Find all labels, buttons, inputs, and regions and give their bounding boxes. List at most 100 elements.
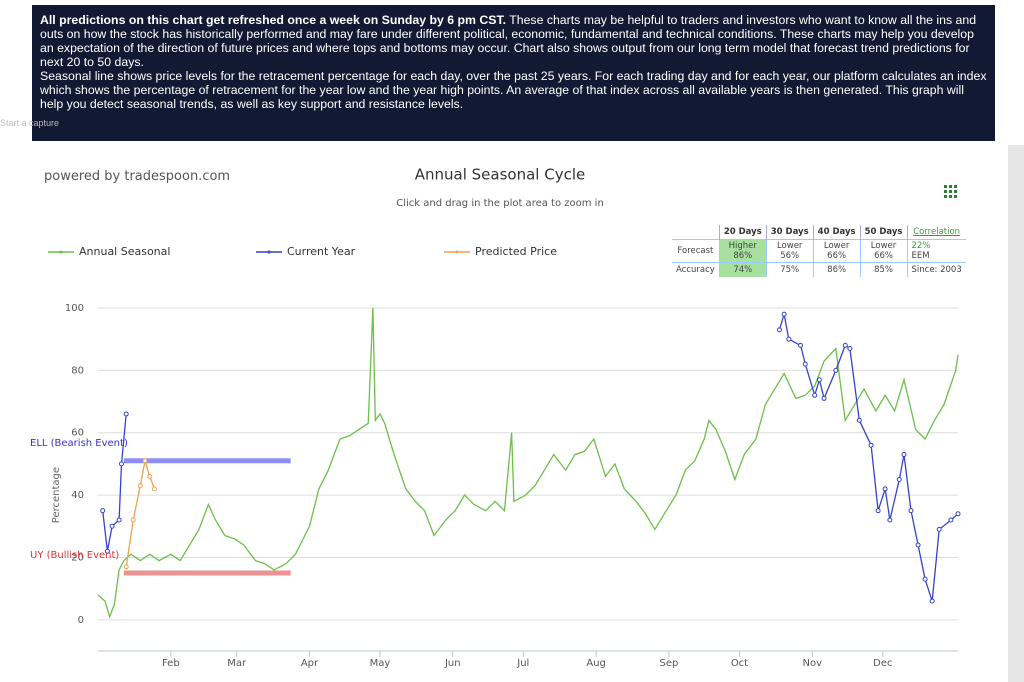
point	[137, 483, 143, 489]
point	[868, 442, 874, 448]
banner-body: These charts may be helpful to traders a…	[40, 13, 977, 69]
point	[936, 526, 942, 532]
point	[104, 548, 110, 554]
y-tick-label: 0	[78, 615, 84, 626]
acc: 74%	[718, 262, 767, 277]
point	[798, 342, 804, 348]
x-tick-label: Apr	[301, 658, 319, 669]
banner-body2: Seasonal line shows price levels for the…	[40, 69, 987, 111]
point	[786, 336, 792, 342]
dir: Lower	[823, 241, 850, 251]
correlation-link[interactable]: Correlation	[906, 225, 966, 240]
x-tick-label: Nov	[803, 658, 823, 669]
point	[123, 411, 129, 417]
y-tick-label: 20	[71, 552, 84, 563]
point	[816, 377, 822, 383]
point	[922, 576, 928, 582]
point	[118, 461, 124, 467]
point	[901, 452, 907, 458]
symbol: EEM	[911, 251, 930, 261]
col-header: 50 Days	[859, 225, 907, 240]
x-tick-label: Jul	[516, 658, 529, 669]
banner-lead: All predictions on this chart get refres…	[40, 13, 507, 27]
point	[123, 564, 129, 570]
point	[896, 477, 902, 482]
y-tick-label: 60	[71, 428, 84, 439]
col-header: 30 Days	[765, 225, 814, 240]
point	[955, 511, 961, 517]
col-header: 40 Days	[812, 225, 861, 240]
pct: 56%	[780, 251, 800, 261]
legend-label: Annual Seasonal	[79, 245, 170, 258]
x-tick-label: Sep	[660, 658, 679, 669]
menu-icon[interactable]	[944, 185, 957, 198]
chart-subtitle: Click and drag in the plot area to zoom …	[396, 198, 604, 209]
point	[130, 517, 136, 523]
point	[887, 517, 893, 523]
y-axis-label: Percentage	[51, 467, 62, 523]
point	[812, 392, 818, 398]
pct: 66%	[874, 251, 893, 261]
forecast-table: 20 Days 30 Days 40 Days 50 Days Correlation …	[672, 225, 966, 277]
point	[929, 598, 935, 604]
point	[856, 417, 862, 423]
point	[109, 523, 115, 529]
legend-dot	[59, 250, 63, 254]
x-tick-label: May	[370, 658, 391, 669]
point	[833, 367, 839, 373]
col-header: 20 Days	[718, 225, 767, 240]
row-label: Accuracy	[676, 265, 715, 275]
point	[915, 542, 921, 548]
point	[847, 346, 853, 352]
dir: Lower	[776, 241, 803, 251]
point	[147, 473, 153, 479]
pct: 86%	[733, 251, 753, 261]
acc: 85%	[859, 262, 907, 277]
row-label: Forecast	[677, 246, 714, 256]
point	[100, 508, 106, 514]
band-label: UY (Bullish Event)	[30, 550, 119, 561]
point	[875, 508, 881, 514]
chart-title: Annual Seasonal Cycle	[415, 166, 585, 184]
dir: Lower	[870, 241, 897, 251]
point	[948, 517, 954, 523]
since: Since: 2003	[906, 262, 966, 277]
y-tick-label: 100	[65, 303, 84, 314]
point	[908, 508, 914, 514]
x-tick-label: Mar	[227, 658, 247, 669]
legend-dot	[455, 250, 459, 254]
x-tick-label: Aug	[586, 658, 606, 669]
banner: All predictions on this chart get refres…	[32, 5, 995, 141]
point	[116, 517, 122, 523]
corr: 22%	[911, 241, 931, 251]
band-label: ELL (Bearish Event)	[30, 438, 128, 449]
legend-label: Current Year	[287, 245, 356, 258]
point	[882, 486, 888, 492]
point	[151, 486, 157, 492]
point	[842, 342, 848, 348]
scroll-edge	[1008, 145, 1024, 682]
legend-dot	[267, 250, 271, 254]
point	[781, 311, 787, 317]
y-tick-label: 40	[71, 490, 84, 501]
acc: 86%	[812, 262, 861, 277]
x-tick-label: Jun	[444, 658, 461, 669]
acc: 75%	[765, 262, 814, 277]
pct: 66%	[827, 251, 847, 261]
dir: Higher	[728, 241, 757, 251]
point	[142, 458, 148, 464]
point	[802, 361, 808, 367]
point	[821, 395, 827, 401]
series-line	[97, 307, 959, 619]
x-tick-label: Oct	[731, 658, 748, 669]
legend-label: Predicted Price	[475, 245, 557, 258]
chart: Annual Seasonal Cycle Click and drag in …	[30, 145, 1024, 682]
capture-hint[interactable]: Start a capture	[0, 118, 60, 128]
y-tick-label: 80	[71, 365, 84, 376]
series-line	[102, 314, 959, 602]
x-tick-label: Dec	[873, 658, 892, 669]
x-tick-label: Feb	[162, 658, 180, 669]
powered-by: powered by tradespoon.com	[44, 169, 231, 184]
point	[776, 327, 782, 333]
